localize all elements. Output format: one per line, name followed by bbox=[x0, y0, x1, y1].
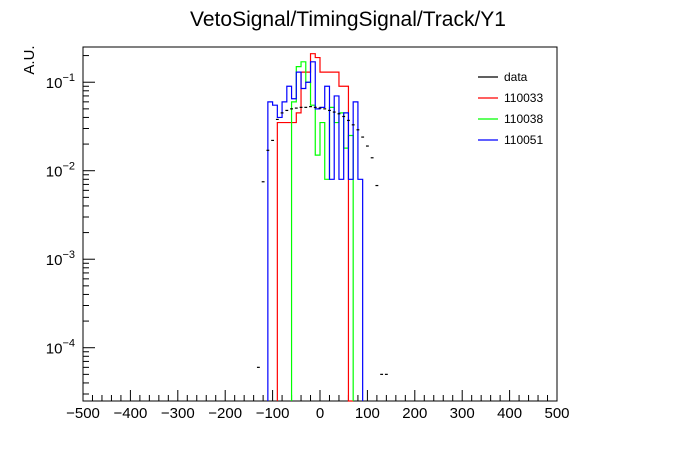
legend-label-data: data bbox=[504, 70, 528, 84]
x-tick-label: 200 bbox=[402, 405, 427, 422]
x-tick-label: 100 bbox=[355, 405, 380, 422]
y-axis-title: A.U. bbox=[21, 45, 38, 74]
x-tick-label: 400 bbox=[497, 405, 522, 422]
plot-area: −500 −400 −300 −200 −100 0 100 200 300 400 500 10−4… bbox=[46, 46, 570, 422]
y-tick-label: 10−3 bbox=[46, 249, 75, 269]
legend-label-110033: 110033 bbox=[504, 91, 543, 105]
x-tick-label: 0 bbox=[316, 405, 324, 422]
series-110051-line bbox=[267, 61, 364, 401]
x-tick-label: 500 bbox=[544, 405, 569, 422]
x-tick-label: −400 bbox=[114, 405, 148, 422]
y-tick-label: 10−1 bbox=[46, 72, 75, 92]
x-tick-label: −200 bbox=[208, 405, 242, 422]
x-tick-label: −500 bbox=[66, 405, 100, 422]
x-tick-label: 300 bbox=[450, 405, 475, 422]
legend-label-110051: 110051 bbox=[504, 133, 543, 147]
legend-label-110038: 110038 bbox=[504, 112, 543, 126]
y-tick-label: 10−4 bbox=[46, 338, 75, 358]
x-tick-label: −100 bbox=[256, 405, 290, 422]
x-tick-label: −300 bbox=[161, 405, 195, 422]
legend: data 110033 110038 110051 bbox=[478, 70, 543, 147]
plot-frame bbox=[82, 46, 558, 402]
y-tick-label: 10−2 bbox=[46, 161, 75, 181]
chart-title: VetoSignal/TimingSignal/Track/Y1 bbox=[190, 8, 506, 31]
